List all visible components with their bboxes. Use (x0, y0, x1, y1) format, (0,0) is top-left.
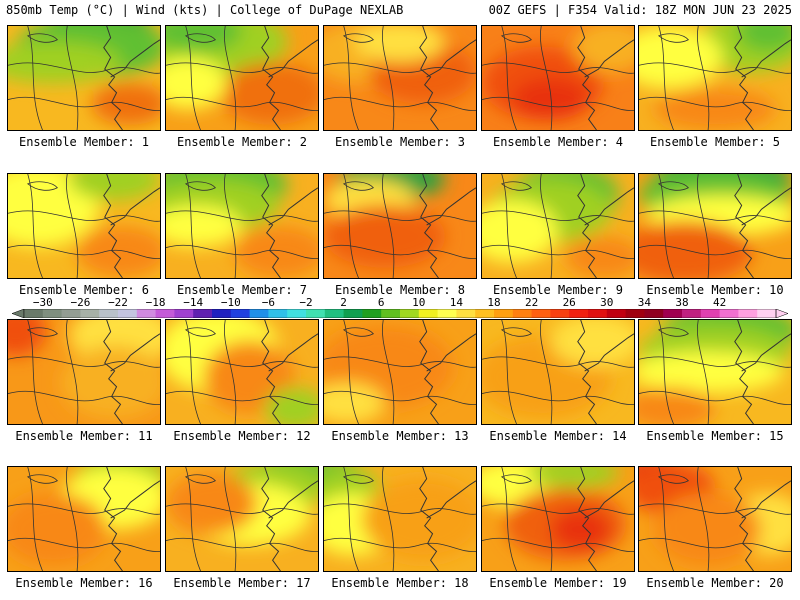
ensemble-member-label: Ensemble Member: 10 (646, 283, 784, 297)
ensemble-member-label: Ensemble Member: 19 (489, 576, 627, 590)
colorbar-tick-label: 30 (600, 296, 614, 309)
ensemble-member-2-map (165, 25, 319, 131)
temperature-field (639, 174, 791, 278)
temperature-field (8, 320, 160, 424)
temperature-field (482, 320, 634, 424)
ensemble-member-label: Ensemble Member: 12 (173, 429, 311, 443)
colorbar-tick-label: −10 (220, 296, 241, 309)
temperature-field (8, 174, 160, 278)
colorbar-tick-label: 14 (449, 296, 464, 309)
ensemble-member-15-map (638, 319, 792, 425)
colorbar-tick-label: −30 (32, 296, 53, 309)
temperature-field (639, 26, 791, 130)
temperature-field (482, 467, 634, 571)
colorbar-tick-label: −22 (108, 296, 128, 309)
colorbar-tick-label: −14 (183, 296, 204, 309)
temperature-field (166, 26, 318, 130)
ensemble-member-label: Ensemble Member: 18 (331, 576, 469, 590)
ensemble-member-label: Ensemble Member: 4 (492, 135, 624, 149)
temperature-field (639, 320, 791, 424)
colorbar-tick-label: −18 (145, 296, 166, 309)
temperature-field (482, 26, 634, 130)
ensemble-member-9-map (481, 173, 635, 279)
temperature-field (166, 320, 318, 424)
colorbar-tick-label: 6 (377, 296, 385, 309)
ensemble-member-label: Ensemble Member: 1 (18, 135, 150, 149)
ensemble-member-14-map (481, 319, 635, 425)
temperature-field (8, 26, 160, 130)
temperature-field (324, 174, 476, 278)
ensemble-member-label: Ensemble Member: 6 (18, 283, 150, 297)
run-valid-time: 00Z GEFS | F354 Valid: 18Z MON JUN 23 20… (488, 3, 792, 17)
temperature-field (166, 174, 318, 278)
ensemble-member-13-map (323, 319, 477, 425)
ensemble-member-16-map (7, 466, 161, 572)
colorbar-tick-label: 22 (524, 296, 539, 309)
ensemble-member-20-map (638, 466, 792, 572)
colorbar-tick-label: −6 (261, 296, 276, 309)
colorbar-tick-label: −2 (299, 296, 313, 309)
ensemble-member-label: Ensemble Member: 2 (176, 135, 308, 149)
ensemble-member-1-map (7, 25, 161, 131)
ensemble-member-4-map (481, 25, 635, 131)
colorbar-tick-label: 2 (340, 296, 347, 309)
temperature-field (324, 320, 476, 424)
ensemble-member-12-map (165, 319, 319, 425)
colorbar-tick-label: 38 (675, 296, 689, 309)
ensemble-member-label: Ensemble Member: 11 (15, 429, 153, 443)
ensemble-member-19-map (481, 466, 635, 572)
temperature-field (8, 467, 160, 571)
ensemble-member-label: Ensemble Member: 9 (492, 283, 624, 297)
ensemble-member-7-map (165, 173, 319, 279)
temperature-colorbar (12, 309, 788, 318)
ensemble-member-label: Ensemble Member: 17 (173, 576, 311, 590)
ensemble-member-label: Ensemble Member: 7 (176, 283, 308, 297)
ensemble-member-10-map (638, 173, 792, 279)
colorbar-tick-label: −26 (70, 296, 91, 309)
ensemble-member-label: Ensemble Member: 5 (649, 135, 781, 149)
colorbar-tick-label: 42 (712, 296, 727, 309)
ensemble-member-label: Ensemble Member: 14 (489, 429, 627, 443)
ensemble-member-8-map (323, 173, 477, 279)
ensemble-member-label: Ensemble Member: 13 (331, 429, 469, 443)
ensemble-member-17-map (165, 466, 319, 572)
temperature-field (166, 467, 318, 571)
ensemble-member-11-map (7, 319, 161, 425)
temperature-field (324, 26, 476, 130)
ensemble-member-5-map (638, 25, 792, 131)
chart-title: 850mb Temp (°C) | Wind (kts) | College o… (6, 3, 404, 17)
colorbar-tick-label: 18 (487, 296, 501, 309)
temperature-field (482, 174, 634, 278)
temperature-field (639, 467, 791, 571)
ensemble-member-label: Ensemble Member: 8 (334, 283, 466, 297)
colorbar-tick-label: 10 (412, 296, 426, 309)
temperature-field (324, 467, 476, 571)
ensemble-member-label: Ensemble Member: 15 (646, 429, 784, 443)
colorbar-tick-label: 34 (637, 296, 652, 309)
ensemble-member-label: Ensemble Member: 16 (15, 576, 153, 590)
ensemble-member-18-map (323, 466, 477, 572)
colorbar-tick-label: 26 (562, 296, 576, 309)
ensemble-member-label: Ensemble Member: 3 (334, 135, 466, 149)
ensemble-member-6-map (7, 173, 161, 279)
ensemble-member-label: Ensemble Member: 20 (646, 576, 784, 590)
ensemble-member-3-map (323, 25, 477, 131)
